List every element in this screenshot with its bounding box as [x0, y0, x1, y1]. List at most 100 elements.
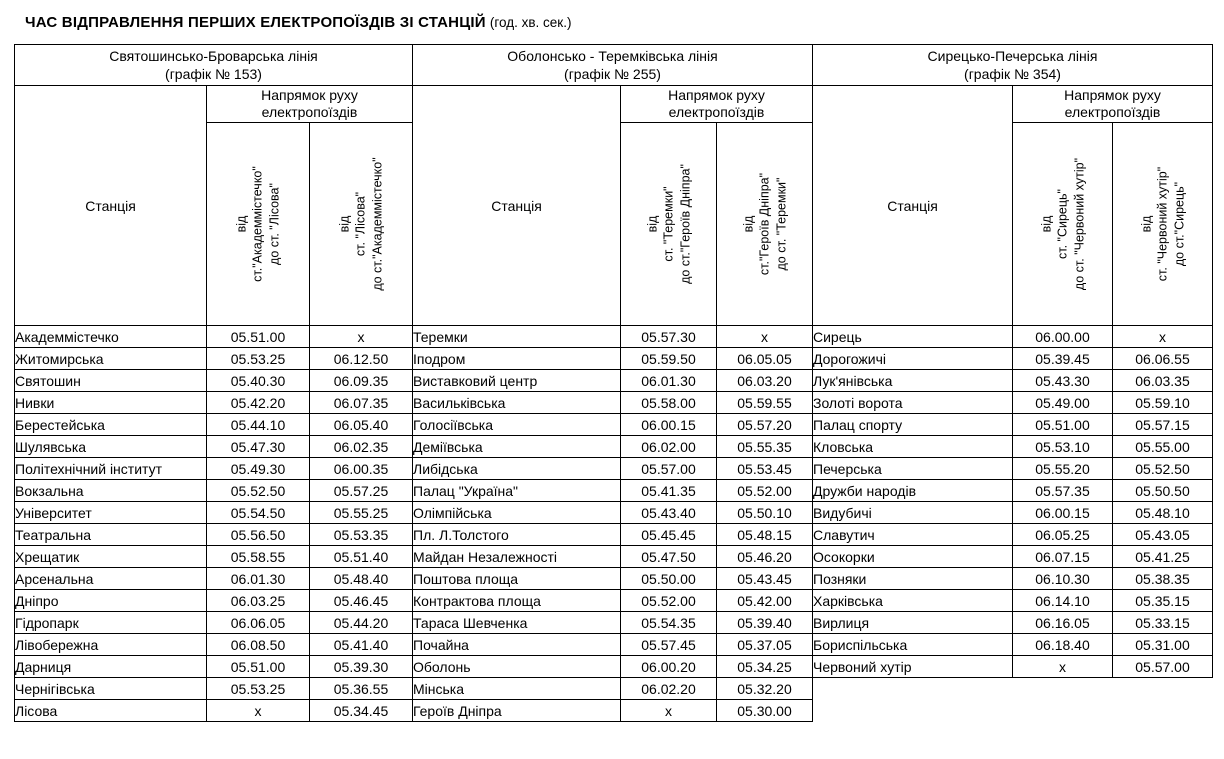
time-cell: 05.54.35: [620, 611, 717, 634]
time-cell: 05.49.00: [1012, 391, 1113, 414]
time-cell: 06.14.10: [1012, 589, 1113, 612]
station-cell: Червоний хутір: [812, 655, 1013, 678]
table-row: Арсенальна 06.01.30 05.48.40: [14, 567, 413, 590]
time-cell: 05.43.40: [620, 501, 717, 524]
time-cell: 05.51.00: [1012, 413, 1113, 436]
time-cell: 06.07.35: [309, 391, 413, 414]
line-name: Сирецько-Печерська лінія: [927, 47, 1098, 64]
time-cell: 06.00.00: [1012, 325, 1113, 348]
table-row: Мінська 06.02.20 05.32.20: [412, 677, 813, 700]
direction-group-header: Напрямок руху електропоїздів: [620, 85, 813, 123]
time-cell: 06.00.35: [309, 457, 413, 480]
time-cell: 05.45.45: [620, 523, 717, 546]
direction-label-line: до ст."Сирець": [1171, 181, 1186, 267]
table-row: Вокзальна 05.52.50 05.57.25: [14, 479, 413, 502]
direction-label-line: від: [234, 215, 249, 233]
direction-header-line: електропоїздів: [261, 104, 358, 120]
time-cell: 06.02.35: [309, 435, 413, 458]
time-cell: 05.53.10: [1012, 435, 1113, 458]
direction-label-line: ст."Академмістечко": [250, 166, 265, 282]
time-cell: 06.08.50: [206, 633, 310, 656]
station-cell: Нивки: [14, 391, 207, 414]
time-cell: 05.59.50: [620, 347, 717, 370]
line-title-cell: Оболонсько - Теремківська лінія (графік №…: [412, 44, 813, 86]
direction-label-line: від: [1039, 215, 1054, 233]
table-row: Харківська 06.14.10 05.35.15: [812, 589, 1213, 612]
table-row: Вирлиця 06.16.05 05.33.15: [812, 611, 1213, 634]
time-cell: 05.37.05: [716, 633, 813, 656]
direction-header-line: електропоїздів: [1064, 104, 1161, 120]
time-cell: 06.03.20: [716, 369, 813, 392]
schedule-number: (графік № 153): [165, 66, 262, 82]
station-cell: Тараса Шевченка: [412, 611, 621, 634]
time-cell: 05.43.30: [1012, 369, 1113, 392]
time-cell: 05.50.00: [620, 567, 717, 590]
time-cell: 05.31.00: [1112, 633, 1213, 656]
time-cell: 05.47.50: [620, 545, 717, 568]
time-cell: 06.12.50: [309, 347, 413, 370]
table-row: Поштова площа 05.50.00 05.43.45: [412, 567, 813, 590]
time-cell: 05.42.20: [206, 391, 310, 414]
section-header-row: Сирецько-Печерська лінія (графік № 354): [812, 44, 1213, 86]
table-row: Кловська 05.53.10 05.55.00: [812, 435, 1213, 458]
direction-header-line: Напрямок руху: [261, 87, 358, 104]
time-cell: 06.06.55: [1112, 347, 1213, 370]
time-cell: 06.09.35: [309, 369, 413, 392]
station-cell: Дарниця: [14, 655, 207, 678]
line-section-3: Сирецько-Печерська лінія (графік № 354) Ст…: [812, 44, 1213, 678]
table-row: Майдан Незалежності 05.47.50 05.46.20: [412, 545, 813, 568]
time-cell: 05.43.05: [1112, 523, 1213, 546]
time-cell: 06.05.25: [1012, 523, 1113, 546]
time-cell: 05.34.25: [716, 655, 813, 678]
station-cell: Осокорки: [812, 545, 1013, 568]
table-row: Деміївська 06.02.00 05.55.35: [412, 435, 813, 458]
table-row: Театральна 05.56.50 05.53.35: [14, 523, 413, 546]
direction-label-rotated-text: від ст."Академмістечко" до ст. "Лісова": [234, 166, 283, 282]
line-name: Святошинсько-Броварська лінія: [109, 47, 318, 64]
table-row: Дорогожичі 05.39.45 06.06.55: [812, 347, 1213, 370]
time-cell: 05.58.00: [620, 391, 717, 414]
station-cell: Академмістечко: [14, 325, 207, 348]
table-row: Шулявська 05.47.30 06.02.35: [14, 435, 413, 458]
time-cell: 05.53.35: [309, 523, 413, 546]
time-cell: 05.57.35: [1012, 479, 1113, 502]
table-row: Либідська 05.57.00 05.53.45: [412, 457, 813, 480]
station-cell: Університет: [14, 501, 207, 524]
direction-label-cell: від ст. "Сирець" до ст. "Червоний хутір": [1012, 122, 1113, 326]
station-cell: Поштова площа: [412, 567, 621, 590]
table-row: Нивки 05.42.20 06.07.35: [14, 391, 413, 414]
page-title-text: ЧАС ВІДПРАВЛЕННЯ ПЕРШИХ ЕЛЕКТРОПОЇЗДІВ З…: [25, 14, 486, 31]
station-cell: Іподром: [412, 347, 621, 370]
time-cell: 05.42.00: [716, 589, 813, 612]
direction-label-cell: від ст. "Теремки" до ст."Героїв Дніпра": [620, 122, 717, 326]
direction-label-row: від ст. "Теремки" до ст."Героїв Дніпра" від…: [413, 122, 813, 326]
table-row: Бориспільська 06.18.40 05.31.00: [812, 633, 1213, 656]
time-cell: 06.03.35: [1112, 369, 1213, 392]
column-header-row: Станція Напрямок руху електропоїздів: [812, 85, 1213, 326]
time-cell: 05.47.30: [206, 435, 310, 458]
time-cell: 05.46.20: [716, 545, 813, 568]
time-cell: 05.41.25: [1112, 545, 1213, 568]
table-row: Видубичі 06.00.15 05.48.10: [812, 501, 1213, 524]
station-cell: Бориспільська: [812, 633, 1013, 656]
section-header-row: Святошинсько-Броварська лінія (графік № 1…: [14, 44, 413, 86]
line-section-1: Святошинсько-Броварська лінія (графік № 1…: [14, 44, 413, 722]
time-cell: 05.59.55: [716, 391, 813, 414]
time-cell: 05.39.45: [1012, 347, 1113, 370]
direction-label-row: від ст. "Сирець" до ст. "Червоний хутір" ві…: [813, 122, 1213, 326]
station-cell: Либідська: [412, 457, 621, 480]
direction-label-rotated-text: від ст."Героїв Дніпра" до ст. "Теремки": [740, 173, 789, 275]
direction-label-line: ст. "Теремки": [661, 186, 676, 262]
table-row: Пл. Л.Толстого 05.45.45 05.48.15: [412, 523, 813, 546]
station-cell: Вирлиця: [812, 611, 1013, 634]
time-cell: 06.07.15: [1012, 545, 1113, 568]
time-cell: 05.39.40: [716, 611, 813, 634]
time-cell: 05.51.00: [206, 655, 310, 678]
time-cell: 05.30.00: [716, 699, 813, 722]
table-row: Лісова x 05.34.45: [14, 699, 413, 722]
line-title-cell: Сирецько-Печерська лінія (графік № 354): [812, 44, 1213, 86]
time-cell: 05.52.50: [206, 479, 310, 502]
time-cell: 05.53.45: [716, 457, 813, 480]
table-row: Берестейська 05.44.10 06.05.40: [14, 413, 413, 436]
station-cell: Дружби народів: [812, 479, 1013, 502]
